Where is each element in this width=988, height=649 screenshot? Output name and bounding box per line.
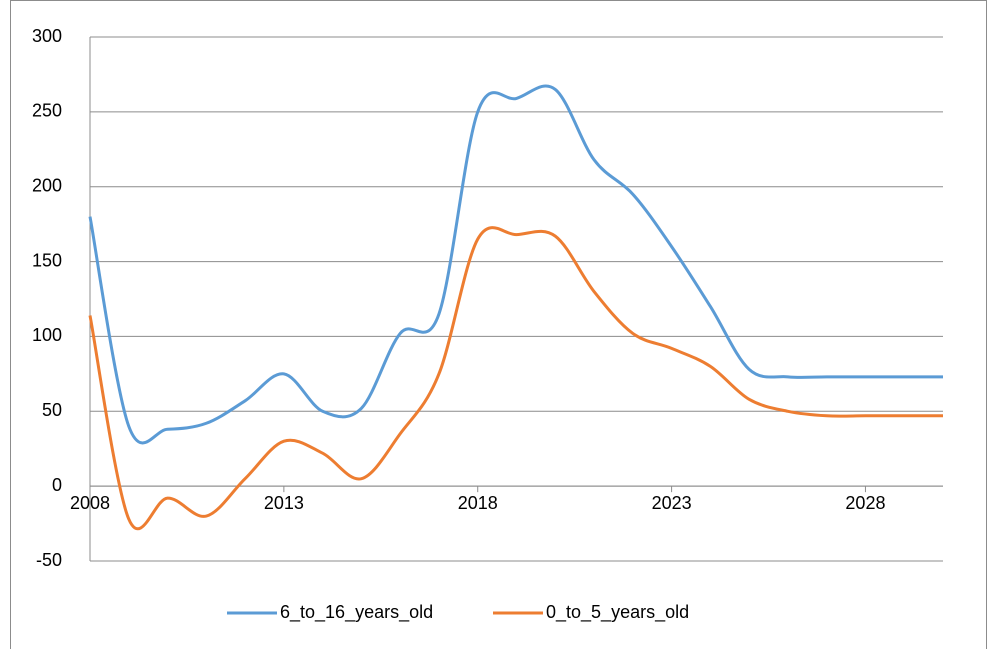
- line-series: [88, 84, 943, 445]
- y-tick-label: 250: [32, 101, 62, 121]
- y-tick-label: 100: [32, 325, 62, 345]
- x-tick-label: 2008: [70, 493, 110, 513]
- y-tick-label: -50: [36, 550, 62, 570]
- legend-label: 0_to_5_years_old: [546, 602, 689, 623]
- chart-border: [10, 0, 987, 649]
- x-tick-label: 2013: [264, 493, 304, 513]
- y-tick-label: 300: [32, 26, 62, 46]
- line-series: [88, 226, 943, 531]
- legend-label: 6_to_16_years_old: [280, 602, 433, 623]
- x-tick-label: 2023: [652, 493, 692, 513]
- y-tick-label: 50: [42, 400, 62, 420]
- y-tick-label: 150: [32, 250, 62, 270]
- x-tick-label: 2028: [845, 493, 885, 513]
- y-tick-label: 200: [32, 175, 62, 195]
- y-tick-label: 0: [52, 475, 62, 495]
- x-tick-label: 2018: [458, 493, 498, 513]
